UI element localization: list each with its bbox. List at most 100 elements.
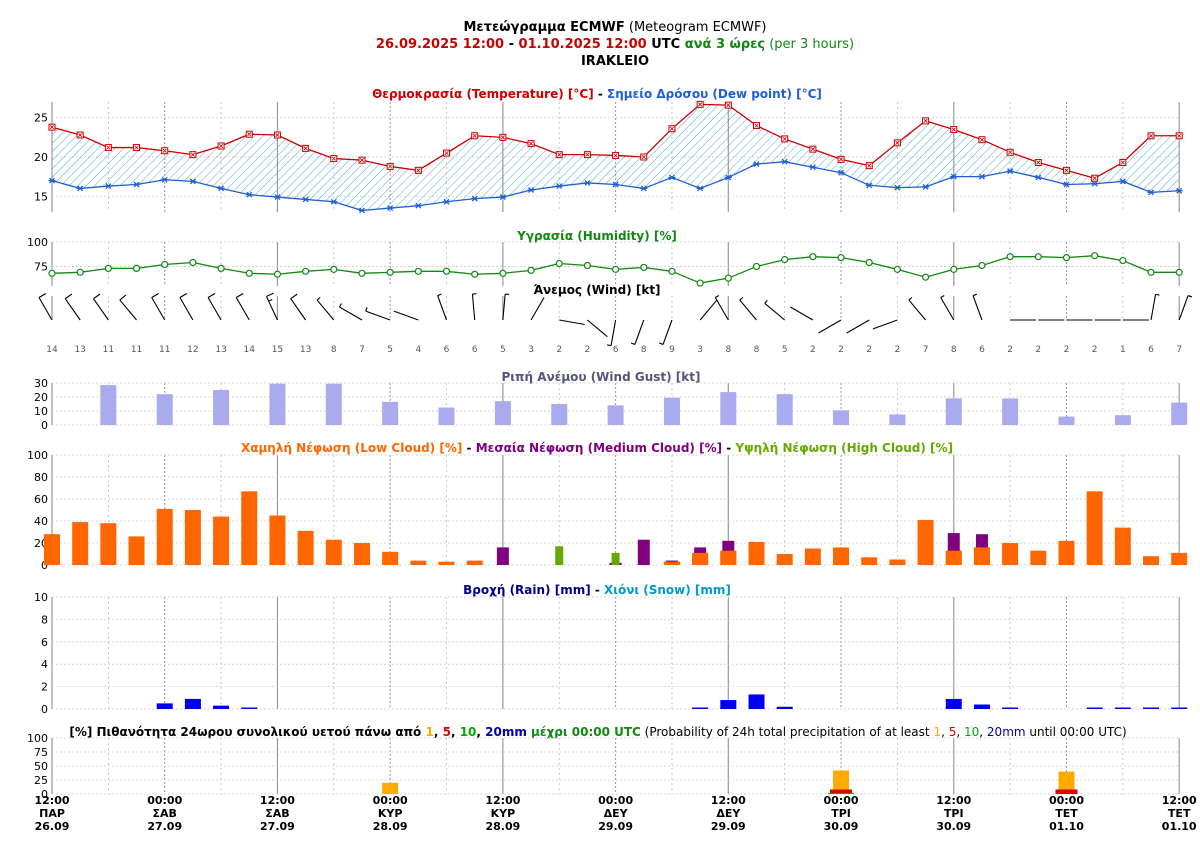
humidity-point — [161, 260, 169, 269]
wind-barb-half-feather — [715, 295, 720, 298]
humidity-point — [527, 266, 535, 274]
wind-barb-feather — [38, 293, 47, 298]
humidity-point — [837, 254, 845, 262]
wind-barb-shaft — [265, 296, 278, 321]
rain-bar — [748, 694, 765, 709]
x-tick-date: 30.09 — [824, 820, 859, 833]
dewpoint-point — [48, 177, 56, 184]
humidity-point — [611, 265, 620, 273]
wind-barb-shaft — [365, 310, 391, 321]
wind-speed-label: 13 — [74, 345, 85, 355]
low-cloud-bar — [100, 523, 117, 565]
wind-barb-shaft — [1150, 294, 1157, 321]
dewpoint-point — [386, 205, 394, 212]
dewpoint-point-stroke — [556, 183, 563, 190]
wind-barb-feather — [207, 293, 216, 298]
y-tick-label: 6 — [41, 636, 48, 649]
humidity-point — [809, 253, 817, 261]
y-tick-label: 0 — [41, 419, 48, 432]
temperature-point-mark — [810, 147, 815, 152]
wind-speed-label: 8 — [331, 345, 337, 355]
wind-barb-feather — [235, 293, 244, 298]
low-cloud-bar — [184, 510, 201, 565]
dewpoint-point-stroke — [105, 183, 112, 190]
wind-speed-label: 6 — [613, 345, 619, 355]
dewpoint-point — [612, 181, 620, 188]
humidity-panel: 75 100 — [27, 236, 1183, 287]
dewpoint-point — [358, 207, 366, 214]
period-end: 01.10.2025 12:00 — [519, 37, 647, 52]
wind-barb-shaft — [610, 319, 617, 346]
dewpoint-point — [104, 183, 112, 190]
rain-title-sep: - — [591, 583, 604, 597]
high-cloud-title: Υψηλή Νέφωση (High Cloud) [%] — [734, 441, 953, 455]
x-tick-day: ΔΕΥ — [716, 807, 741, 820]
wind-barb — [393, 310, 419, 321]
wind-barb-shaft — [972, 295, 983, 321]
y-tick-label: 20 — [34, 151, 48, 164]
rain-bar — [213, 705, 230, 709]
humidity-point — [555, 259, 563, 268]
wind-barb — [846, 319, 870, 334]
wind-barb-shaft — [714, 297, 729, 321]
wind-barb-half-feather — [764, 299, 768, 304]
low-cloud-bar — [833, 547, 850, 565]
rain-bar — [1171, 707, 1188, 709]
wind-barb-shaft — [764, 302, 786, 321]
low-cloud-bar — [297, 530, 314, 565]
dewpoint-point-stroke — [1176, 187, 1183, 194]
wind-barb — [119, 294, 137, 321]
wind-speed-label: 13 — [300, 345, 311, 355]
dewpoint-point — [668, 174, 676, 181]
location-name: IRAKLEIO — [581, 54, 649, 69]
wind-barb — [207, 293, 222, 321]
gust-bar — [607, 405, 624, 425]
dewpoint-point-stroke — [838, 169, 844, 176]
humidity-point — [386, 268, 394, 276]
dewpoint-point — [273, 194, 281, 201]
low-cloud-bar — [44, 534, 60, 565]
wind-barb-feather — [93, 293, 101, 300]
wind-barb-shaft — [502, 294, 506, 321]
x-tick-day: ΤΕΤ — [1168, 807, 1191, 820]
dewpoint-point — [302, 196, 310, 203]
wind-barb-half-feather — [268, 298, 273, 302]
humidity-point — [1175, 268, 1183, 276]
humidity-point — [950, 265, 958, 273]
low-cloud-bar — [1171, 552, 1188, 565]
y-tick-label: 4 — [41, 658, 48, 671]
wind-barb-half-feather — [338, 303, 342, 308]
x-tick-time: 00:00 — [1049, 794, 1084, 807]
wind-barb — [502, 293, 510, 321]
wind-barb-half-feather — [630, 342, 636, 345]
wind-barb-shaft — [587, 319, 608, 338]
dewpoint-point-stroke — [781, 158, 788, 165]
wind-speed-label: 2 — [1064, 345, 1070, 355]
wind-speed-label: 14 — [244, 345, 256, 355]
low-cloud-bar — [1058, 540, 1075, 565]
temperature-point-mark — [613, 153, 618, 158]
prob-10mm-bar — [828, 792, 855, 794]
wind-speed-label: 5 — [387, 345, 393, 355]
high-cloud-bar — [555, 546, 564, 565]
wind-barb-shaft — [872, 319, 898, 330]
low-cloud-bar — [410, 560, 427, 565]
dewpoint-point-stroke — [1035, 174, 1042, 181]
low-cloud-bar — [692, 552, 709, 565]
wind-barb-shaft — [699, 299, 718, 321]
dewpoint-point — [950, 173, 958, 180]
prob-title-c1: , — [434, 725, 443, 739]
low-cloud-bar — [861, 557, 878, 565]
dewpoint-point — [1006, 168, 1014, 175]
low-cloud-bar — [438, 561, 455, 565]
temperature-point-mark — [726, 103, 731, 108]
wind-barb — [1150, 293, 1160, 321]
y-tick-label: 2 — [41, 681, 48, 694]
dewpoint-point-stroke — [77, 185, 84, 192]
wind-barb-shaft — [38, 297, 53, 321]
wind-barb-feather — [290, 293, 298, 300]
humidity-panel-title: Υγρασία (Humidity) [%] — [516, 229, 677, 243]
wind-barb — [940, 295, 955, 321]
period-start: 26.09.2025 12:00 — [376, 37, 504, 52]
